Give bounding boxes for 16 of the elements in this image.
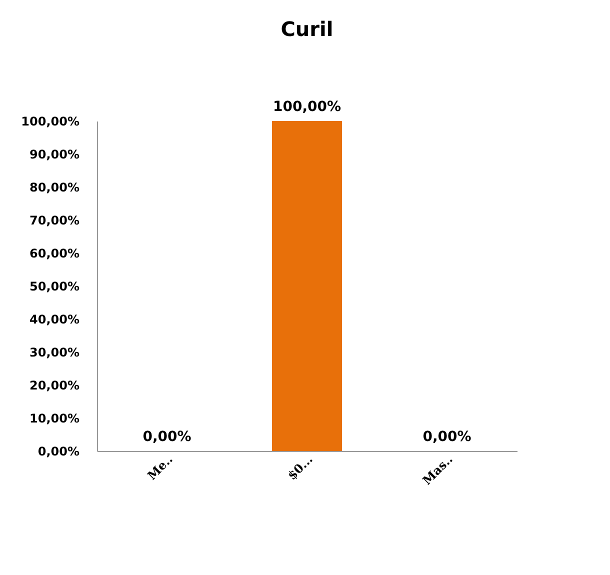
y-tick-label: 100,00%: [21, 114, 80, 128]
data-label: 0,00%: [422, 429, 472, 445]
data-label: 100,00%: [272, 99, 342, 115]
y-tick-label: 20,00%: [30, 378, 80, 392]
y-tick-label: 50,00%: [30, 280, 80, 294]
chart-title: Curil: [280, 17, 334, 41]
x-tick-label: $0...: [284, 452, 316, 483]
y-tick-label: 60,00%: [30, 246, 80, 260]
y-tick-label: 80,00%: [30, 180, 80, 194]
y-tick-label: 70,00%: [30, 214, 80, 228]
y-tick-label: 40,00%: [30, 312, 80, 326]
y-tick-label: 10,00%: [30, 412, 80, 426]
y-tick-label: 0,00%: [38, 444, 80, 458]
y-tick-label: 90,00%: [30, 148, 80, 162]
data-label: 0,00%: [142, 429, 192, 445]
y-tick-label: 30,00%: [30, 346, 80, 360]
